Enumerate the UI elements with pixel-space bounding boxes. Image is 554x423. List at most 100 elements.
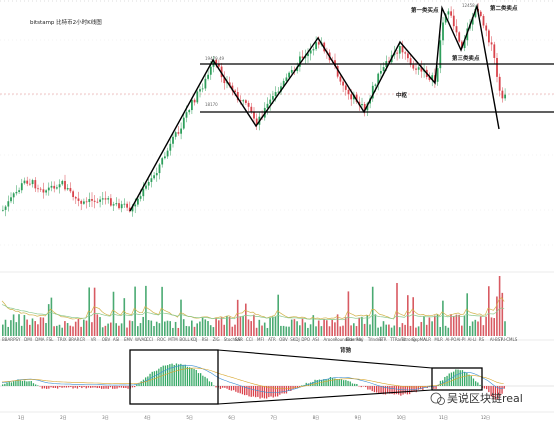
macd-bar xyxy=(233,386,235,391)
indicator-tab[interactable]: OBV xyxy=(279,337,288,342)
candle-body xyxy=(398,46,401,54)
indicator-tab[interactable]: PSY xyxy=(13,337,21,342)
indicator-tab[interactable]: EMV xyxy=(124,337,133,342)
macd-bar xyxy=(175,363,178,386)
indicator-tab[interactable]: DPO xyxy=(301,337,310,342)
indicator-tab[interactable]: DMA xyxy=(35,337,45,342)
indicator-tab[interactable]: MFI xyxy=(257,337,264,342)
indicator-tab[interactable]: ElderRay xyxy=(346,337,364,342)
volume-bar xyxy=(239,316,242,336)
indicator-tab[interactable]: OBV xyxy=(102,337,111,342)
indicator-tab[interactable]: VR xyxy=(91,337,97,342)
macd-bar xyxy=(358,386,360,387)
indicator-tab[interactable]: ZIG xyxy=(213,337,220,342)
macd-bar xyxy=(222,386,224,388)
indicator-tab[interactable]: RSI xyxy=(202,337,209,342)
indicator-tab[interactable]: Tstrong xyxy=(400,337,416,342)
indicator-tab[interactable]: StochRSI xyxy=(224,337,242,342)
divergence-box-left xyxy=(129,349,219,405)
wechat-icon xyxy=(437,397,445,405)
volume-bar xyxy=(439,326,441,336)
indicator-tab[interactable]: DMI xyxy=(24,337,32,342)
indicator-tab[interactable]: BOLL xyxy=(179,337,190,342)
indicator-tab[interactable]: AI-CMLS xyxy=(501,337,518,342)
candle-body xyxy=(150,178,153,182)
indicator-tabs[interactable]: BBAR PSY DMI DMA FSL TRIX BRAR CR VR OBV ASI EMV WVA… xyxy=(2,337,518,342)
indicator-tab[interactable]: ALR xyxy=(423,337,431,342)
volume-bar xyxy=(471,321,474,336)
candle-body xyxy=(350,94,353,100)
volume-bar xyxy=(404,324,406,336)
macd-bar xyxy=(327,378,329,386)
macd-bar xyxy=(63,386,65,388)
candle-body xyxy=(120,204,123,209)
indicator-tab[interactable]: CCI xyxy=(146,337,153,342)
indicator-tab[interactable]: Aroon xyxy=(324,337,336,342)
candle-body xyxy=(137,198,139,205)
volume-bar xyxy=(377,327,379,336)
indicator-tab[interactable]: SKDJ xyxy=(290,337,299,342)
indicator-tab[interactable]: WVAD xyxy=(135,337,147,342)
indicator-tab[interactable]: AI-PI xyxy=(457,337,466,342)
candle-body xyxy=(66,188,69,190)
macd-bar xyxy=(32,383,35,386)
indicator-tab[interactable]: ExpMA xyxy=(412,337,426,342)
volume-bar xyxy=(77,319,80,336)
macd-bar xyxy=(501,386,503,394)
indicator-tab[interactable]: FSL xyxy=(46,337,54,342)
indicator-tab[interactable]: ASI xyxy=(113,337,119,342)
indicator-tab[interactable]: SAR xyxy=(235,337,243,342)
watermark-text: 吴说区块链real xyxy=(447,391,523,405)
indicator-tab[interactable]: TrIndex xyxy=(367,337,383,342)
macd-bar xyxy=(464,371,466,386)
macd-bar xyxy=(101,386,103,389)
indicator-tab[interactable]: CR xyxy=(80,337,86,342)
candle-body xyxy=(83,201,85,204)
macd-bar xyxy=(391,386,393,394)
macd-bar xyxy=(239,386,241,394)
candle-body xyxy=(493,44,496,58)
indicator-tab[interactable]: CCI xyxy=(246,337,253,342)
indicator-tab[interactable]: BBAR xyxy=(2,337,13,342)
macd-bar xyxy=(455,369,457,386)
candle-body xyxy=(485,25,488,31)
volume-bar xyxy=(428,317,431,336)
volume-bar xyxy=(490,317,493,336)
indicator-tab[interactable]: RoundBar xyxy=(335,337,355,342)
indicator-tab[interactable]: AI-PO xyxy=(445,337,456,342)
candle-body xyxy=(188,110,191,113)
indicator-tab[interactable]: ASI xyxy=(312,337,318,342)
candle-body xyxy=(488,30,490,43)
indicator-tab[interactable]: AI-LI xyxy=(468,337,477,342)
indicator-tab[interactable]: ATR xyxy=(268,337,276,342)
volume-bar xyxy=(69,325,72,336)
volume-bar xyxy=(29,324,31,336)
indicator-tab[interactable]: KDJ xyxy=(190,337,197,342)
indicator-tab[interactable]: MLR xyxy=(434,337,443,342)
candle-body xyxy=(172,136,174,144)
macd-bar xyxy=(123,386,125,389)
indicator-tab[interactable]: MTM xyxy=(168,337,178,342)
volume-bar xyxy=(474,319,477,336)
indicator-tab[interactable]: RS xyxy=(479,337,485,342)
volume-bar xyxy=(380,326,382,336)
indicator-tab[interactable]: ROC xyxy=(157,337,166,342)
volume-bar xyxy=(469,325,471,336)
indicator-tab[interactable]: TTRand xyxy=(389,337,405,342)
candle-body xyxy=(96,201,99,203)
indicator-tab[interactable]: BRAR xyxy=(69,337,80,342)
top-price: 12458 xyxy=(462,3,475,8)
candle-body xyxy=(450,11,452,16)
macd-bar xyxy=(290,386,292,391)
candle-body xyxy=(128,207,131,212)
macd-bar xyxy=(261,386,263,398)
indicator-tab[interactable]: HV xyxy=(357,337,363,342)
indicator-tab[interactable]: AI-BST xyxy=(490,337,503,342)
volume-bar xyxy=(15,322,18,336)
x-tick-label: 3日 xyxy=(102,415,109,420)
indicator-tab[interactable]: TRIX xyxy=(56,337,66,342)
volume-bar xyxy=(39,317,42,336)
indicator-tab[interactable]: TTR xyxy=(378,337,387,342)
candle-body xyxy=(56,187,58,189)
candle-body xyxy=(74,197,77,199)
